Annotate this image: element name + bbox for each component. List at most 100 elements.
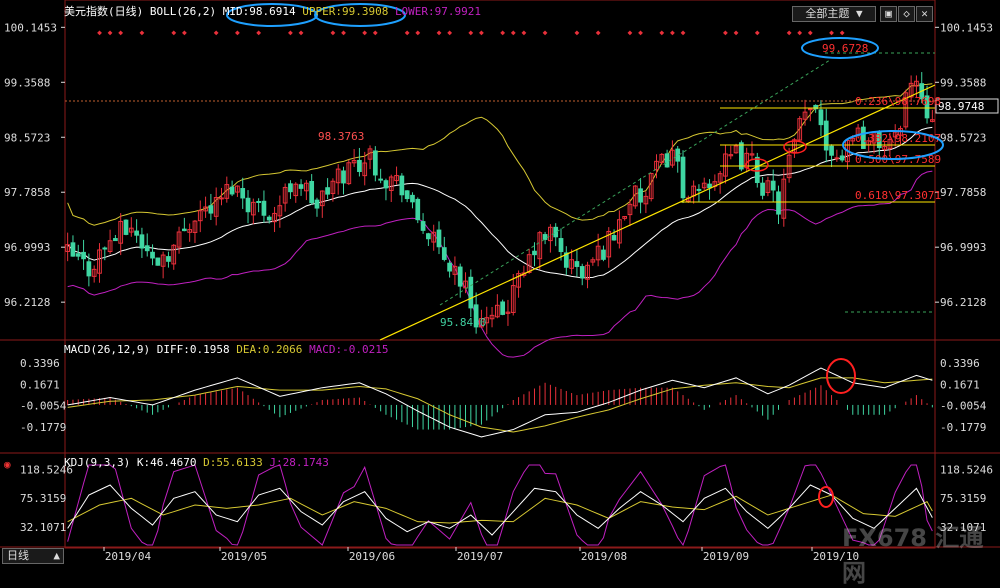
candle-body: [516, 273, 521, 288]
candle-body: [330, 180, 336, 194]
y-tick-label-left: 96.9993: [4, 241, 50, 254]
candle-body: [807, 108, 813, 111]
candle-body: [908, 82, 914, 98]
candle-body: [622, 216, 628, 219]
window-icon[interactable]: ▣: [880, 6, 897, 22]
highlight-ellipse: [783, 140, 807, 154]
boll-mid-line: [67, 126, 933, 279]
d-line: [67, 494, 933, 524]
candle-body: [351, 159, 357, 164]
candle-body: [558, 238, 564, 253]
highlight-ellipse: [801, 37, 879, 59]
candle-body: [765, 180, 771, 193]
macd-y-tick-left: -0.0054: [20, 400, 67, 413]
candle-body: [197, 210, 203, 222]
kdj-y-tick-right: 118.5246: [940, 463, 993, 476]
candle-body: [325, 187, 330, 195]
candle-body: [648, 173, 654, 200]
highlight-ellipse: [826, 358, 856, 394]
watermark: FX678 汇通网: [842, 524, 984, 587]
candle-body: [102, 247, 108, 250]
candle-body: [770, 180, 776, 191]
y-tick-label-right: 98.5723: [940, 131, 986, 144]
candle-body: [813, 104, 818, 110]
x-date-label: 2019/04: [105, 550, 152, 563]
candle-body: [654, 160, 659, 171]
candle-body: [367, 148, 373, 160]
trend-line: [379, 84, 936, 341]
candle-body: [182, 228, 187, 232]
event-marker: ◆: [182, 28, 187, 37]
candle-body: [542, 234, 548, 240]
candle-body: [717, 173, 723, 183]
chevron-down-icon: ▼: [856, 7, 863, 20]
candle-body: [235, 185, 240, 193]
highlight-ellipse: [818, 486, 834, 508]
zoom-icon[interactable]: ◇: [898, 6, 915, 22]
candle-body: [134, 230, 139, 236]
candle-body: [441, 247, 447, 260]
period-label: 日线: [7, 549, 29, 562]
candle-body: [463, 280, 468, 289]
candle-body: [357, 159, 362, 173]
topic-select[interactable]: 全部主题 ▼: [792, 6, 876, 22]
chart-title: 美元指数(日线): [64, 5, 144, 18]
peak-price-label: 99.6728: [822, 42, 868, 55]
last-price-box: [935, 98, 999, 114]
candle-body: [378, 178, 383, 181]
candle-body: [739, 142, 744, 170]
macd-diff: DIFF:0.1958: [156, 343, 230, 356]
candle-body: [924, 95, 930, 119]
candle-body: [304, 182, 309, 192]
candle-body: [701, 182, 707, 189]
candle-body: [526, 254, 532, 273]
event-marker: ◆: [140, 28, 145, 37]
candle-body: [208, 205, 214, 214]
candle-body: [250, 201, 256, 216]
candle-body: [123, 219, 129, 235]
candle-body: [447, 262, 452, 272]
candle-body: [203, 206, 208, 212]
candle-body: [346, 162, 352, 185]
candle-body: [818, 109, 824, 126]
candle-body: [171, 244, 177, 265]
event-marker: ◆: [723, 28, 728, 37]
x-date-label: 2019/05: [221, 550, 267, 563]
highlight-ellipse: [842, 130, 944, 160]
candle-body: [590, 259, 596, 263]
event-marker: ◆: [235, 28, 240, 37]
close-icon[interactable]: ✕: [916, 6, 933, 22]
candle-body: [426, 233, 431, 240]
event-marker: ◆: [734, 28, 739, 37]
event-marker: ◆: [797, 28, 802, 37]
event-marker: ◆: [511, 28, 516, 37]
event-marker: ◆: [659, 28, 664, 37]
candle-body: [319, 190, 325, 207]
candle-body: [404, 190, 410, 200]
event-marker: ◆: [288, 28, 293, 37]
kdj-y-tick-right: 32.1071: [940, 521, 986, 534]
event-marker: ◆: [437, 28, 442, 37]
candle-body: [882, 145, 887, 150]
candle-body: [372, 150, 378, 176]
candle-body: [213, 196, 219, 217]
candle-body: [144, 245, 150, 252]
candle-body: [723, 153, 728, 177]
event-marker: ◆: [521, 28, 526, 37]
candle-body: [282, 186, 288, 204]
candle-body: [601, 249, 606, 260]
candle-body: [489, 314, 495, 320]
candle-body: [240, 188, 246, 199]
y-tick-label-left: 97.7858: [4, 186, 50, 199]
candle-body: [335, 168, 341, 184]
event-marker: ◆: [447, 28, 452, 37]
candle-body: [436, 229, 442, 248]
candle-body: [505, 311, 511, 314]
candle-body: [394, 175, 399, 182]
settings-icon[interactable]: ◉: [4, 458, 11, 471]
period-tab[interactable]: 日线 ▲: [2, 548, 64, 564]
candle-body: [569, 259, 574, 269]
event-marker: ◆: [171, 28, 176, 37]
plot-frame: [64, 0, 936, 549]
last-price-label: 98.9748: [938, 100, 984, 113]
